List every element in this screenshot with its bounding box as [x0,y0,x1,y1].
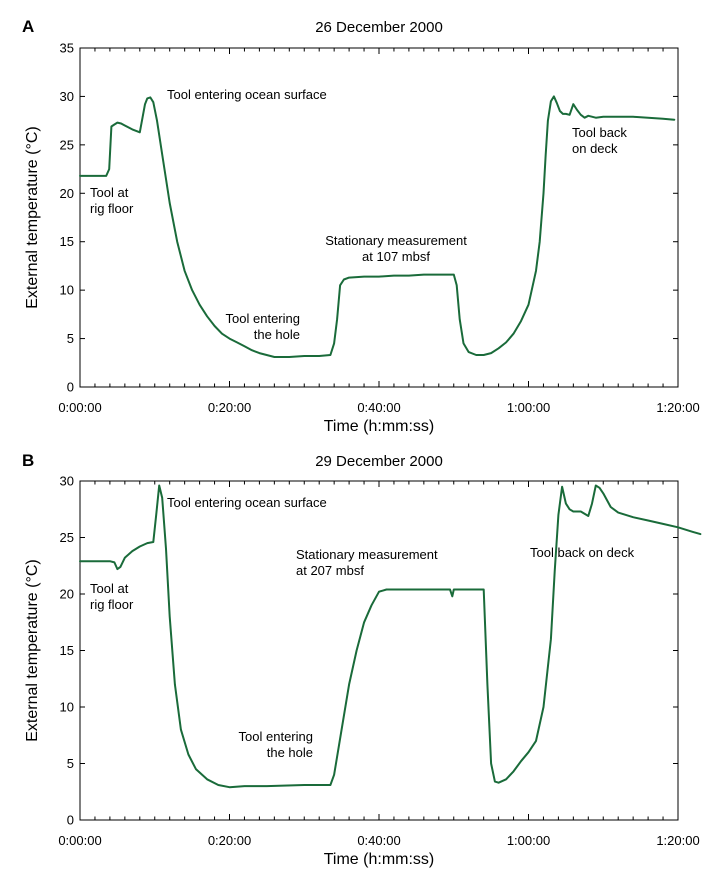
x-tick-label: 1:00:00 [507,400,550,415]
annotation: Tool entering the hole [226,311,300,342]
annotation: Tool entering ocean surface [167,495,327,510]
annotation-line: Tool entering [239,729,313,744]
temperature-series-line [79,484,702,789]
annotation: Tool at rig floor [90,185,134,216]
annotation-line: the hole [254,327,300,342]
y-tick-label: 5 [67,331,74,346]
panel-letter: B [22,451,34,470]
plot-frame [79,480,679,821]
panel-letter: A [22,17,34,36]
x-axis-label: Time (h:mm:ss) [324,851,435,868]
y-tick-label: 35 [60,41,74,56]
y-tick-label: 25 [60,530,74,545]
x-tick-label: 0:20:00 [208,400,251,415]
annotation-line: Tool entering [226,311,300,326]
annotation: Tool entering ocean surface [167,87,327,102]
y-tick-label: 30 [60,89,74,104]
x-tick-label: 1:00:00 [507,833,550,848]
annotation-line: Tool at [90,185,129,200]
annotation-line: Tool entering ocean surface [167,87,327,102]
annotation: Stationary measurement at 107 mbsf [325,233,467,264]
annotation-line: Tool back on deck [530,545,635,560]
y-tick-label: 20 [60,587,74,602]
x-tick-label: 1:20:00 [656,400,699,415]
x-tick-label: 0:20:00 [208,833,251,848]
annotation: Tool back on deck [530,545,635,560]
x-tick-label: 0:00:00 [58,833,101,848]
y-tick-label: 15 [60,643,74,658]
x-axis-label: Time (h:mm:ss) [324,418,435,435]
annotation-line: the hole [267,745,313,760]
x-tick-label: 1:20:00 [656,833,699,848]
annotation-line: on deck [572,141,618,156]
annotation-line: rig floor [90,597,134,612]
annotation-line: Stationary measurement [296,547,438,562]
annotation-line: Tool at [90,581,129,596]
y-tick-label: 15 [60,234,74,249]
y-tick-label: 0 [67,813,74,828]
annotation-line: Tool entering ocean surface [167,495,327,510]
y-axis-label: External temperature (°C) [24,559,41,741]
annotation-line: rig floor [90,201,134,216]
annotation: Tool back on deck [572,125,627,156]
y-tick-label: 5 [67,756,74,771]
y-tick-label: 30 [60,474,74,489]
x-tick-label: 0:40:00 [357,833,400,848]
y-tick-label: 25 [60,137,74,152]
y-tick-label: 10 [60,700,74,715]
chart-panel-b: B 29 December 2000 0 5 10 15 20 25 30 0:00:00 0:20… [22,451,702,868]
annotation-line: at 207 mbsf [296,563,364,578]
x-tick-label: 0:00:00 [58,400,101,415]
annotation: Tool at rig floor [90,581,134,612]
y-axis-label: External temperature (°C) [24,126,41,308]
temperature-series-line [79,95,676,358]
annotation-line: Stationary measurement [325,233,467,248]
x-tick-label: 0:40:00 [357,400,400,415]
chart-title: 29 December 2000 [315,453,443,470]
y-tick-label: 0 [67,380,74,395]
annotation: Stationary measurement at 207 mbsf [296,547,438,578]
chart-panel-a: A 26 December 2000 0 5 10 15 20 25 30 35 0:00:00 0:… [22,17,700,435]
annotation: Tool entering the hole [239,729,313,760]
y-tick-label: 10 [60,283,74,298]
chart-title: 26 December 2000 [315,19,443,36]
annotation-line: at 107 mbsf [362,249,430,264]
y-tick-label: 20 [60,186,74,201]
annotation-line: Tool back [572,125,627,140]
